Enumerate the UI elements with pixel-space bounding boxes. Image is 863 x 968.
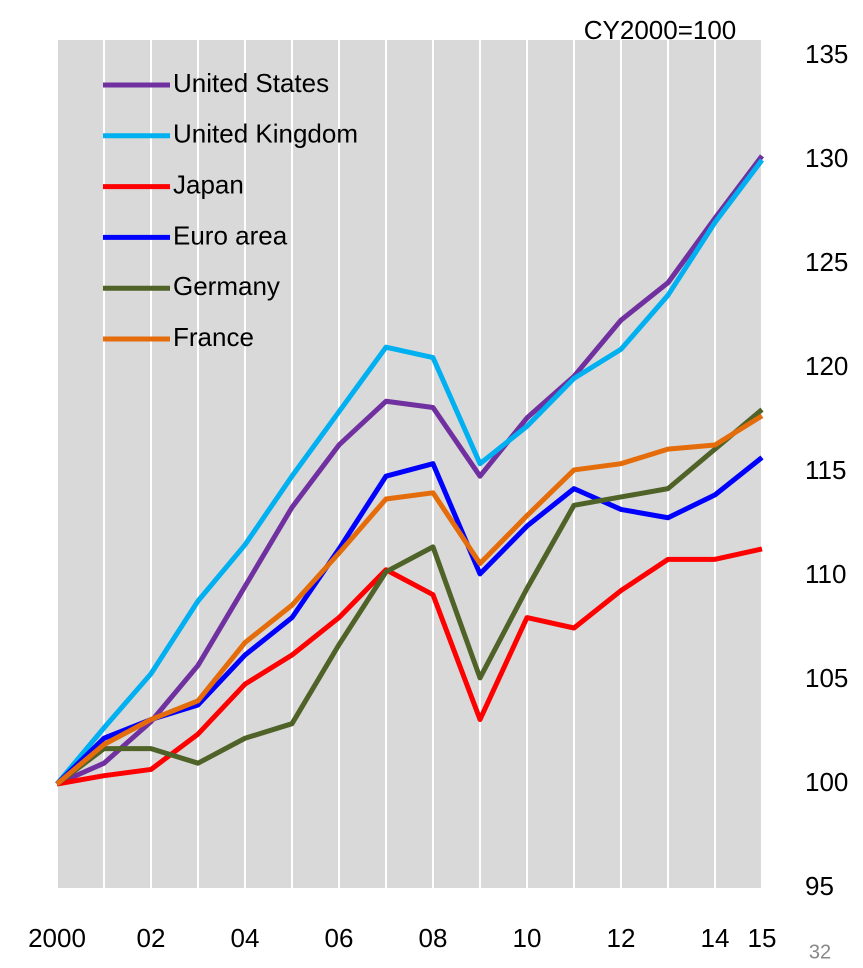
y-tick-label: 100 — [805, 767, 848, 797]
x-tick-label: 04 — [231, 923, 260, 953]
series-line — [56, 546, 763, 787]
y-tick-label: 95 — [805, 871, 834, 901]
y-tick-label: 115 — [805, 455, 846, 485]
y-tick-label: 125 — [805, 247, 848, 277]
y-tick-label: 105 — [805, 663, 848, 693]
x-tick-label: 2000 — [28, 923, 86, 953]
y-tick-label: 110 — [805, 559, 846, 589]
x-tick-label: 15 — [748, 923, 777, 953]
x-tick-label: 10 — [513, 923, 542, 953]
annotation: CY2000=100 — [584, 15, 737, 45]
page-number: 32 — [809, 941, 831, 963]
x-tick-label: 14 — [701, 923, 730, 953]
y-tick-label: 120 — [805, 351, 848, 381]
x-tick-label: 12 — [607, 923, 636, 953]
series-line — [55, 407, 764, 786]
legend-label: Japan — [173, 169, 244, 199]
legend-label: United Kingdom — [173, 119, 358, 149]
y-tick-label: 130 — [805, 143, 848, 173]
plot-area — [57, 40, 762, 888]
series-line — [55, 158, 764, 786]
x-tick-label: 06 — [325, 923, 354, 953]
series-line — [55, 413, 764, 786]
legend-label: France — [173, 322, 254, 352]
series-line — [55, 154, 764, 787]
legend-label: Germany — [173, 271, 280, 301]
legend-label: United States — [173, 68, 329, 98]
legend-label: Euro area — [173, 220, 288, 250]
y-tick-label: 135 — [805, 39, 848, 69]
x-tick-label: 08 — [419, 923, 448, 953]
x-tick-label: 02 — [137, 923, 166, 953]
